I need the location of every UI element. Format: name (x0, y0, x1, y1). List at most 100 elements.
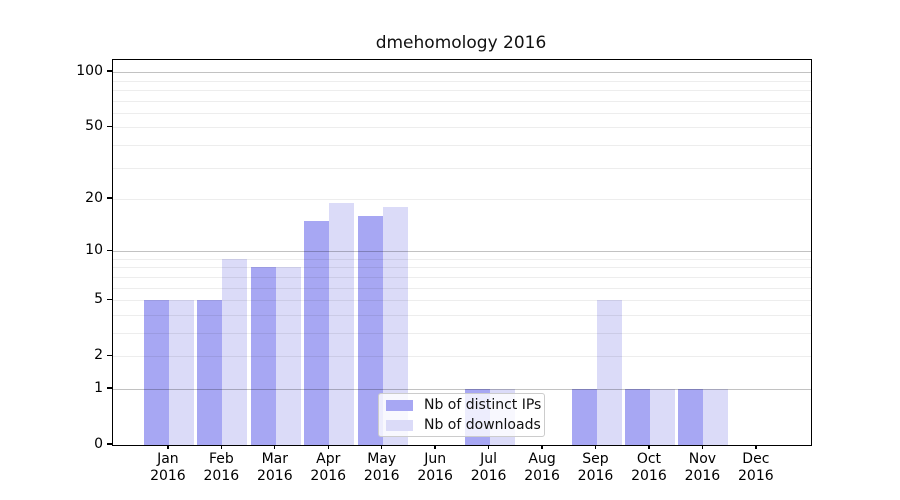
gridline-minor-40 (113, 144, 811, 146)
x-tick-year: 2016 (203, 468, 240, 484)
x-tick-mark-nov (701, 445, 704, 450)
x-tick-mark-jan (167, 445, 169, 450)
x-tick-mark-feb (220, 445, 223, 450)
x-tick-label-apr: Apr 2016 (296, 451, 360, 485)
x-tick-mark-may (381, 445, 383, 450)
bar-downloads-feb (222, 258, 248, 445)
gridline-minor-2 (113, 356, 811, 358)
x-tick-label-jul: Jul 2016 (457, 451, 521, 485)
x-tick-month: Oct (636, 451, 662, 467)
x-tick-label-oct: Oct 2016 (617, 451, 681, 485)
y-tick-mark-1 (107, 387, 112, 389)
gridline-minor-8 (113, 267, 811, 269)
x-tick-year: 2016 (150, 468, 186, 484)
bar-distinct-ips-mar (250, 267, 276, 445)
x-tick-month: Mar (261, 451, 288, 467)
gridline-major-1 (113, 388, 811, 390)
chart-title: dmehomology 2016 (375, 33, 547, 53)
legend-label: Nb of downloads (424, 417, 541, 433)
gridline-minor-60 (113, 112, 811, 114)
bar-distinct-ips-feb (197, 300, 223, 445)
x-tick-year: 2016 (310, 468, 347, 484)
x-tick-mark-oct (648, 445, 650, 450)
legend-entry-downloads: Nb of downloads (386, 417, 541, 433)
x-tick-mark-apr (327, 445, 329, 450)
x-tick-label-jan: Jan 2016 (136, 451, 200, 485)
y-tick-label-50: 50 (85, 118, 103, 135)
x-tick-label-aug: Aug 2016 (510, 451, 574, 485)
x-tick-year: 2016 (684, 468, 721, 484)
x-tick-year: 2016 (524, 468, 560, 484)
x-tick-month: Jan (157, 451, 179, 467)
x-tick-month: Jul (480, 451, 498, 467)
x-tick-mark-mar (274, 445, 276, 450)
bar-downloads-sep (596, 300, 622, 445)
x-tick-mark-aug (541, 445, 543, 450)
x-tick-label-sep: Sep 2016 (564, 451, 628, 485)
x-tick-month: Dec (742, 451, 770, 467)
y-tick-label-0: 0 (94, 436, 103, 452)
legend-label: Nb of distinct IPs (424, 397, 542, 413)
x-tick-label-mar: Mar 2016 (243, 451, 307, 485)
bar-distinct-ips-sep (571, 389, 597, 445)
x-tick-month: Nov (688, 451, 717, 467)
x-tick-label-may: May 2016 (350, 451, 414, 485)
x-tick-mark-jul (487, 445, 490, 450)
y-tick-mark-10 (107, 249, 112, 251)
y-tick-mark-20 (107, 197, 112, 199)
bar-downloads-jan (168, 300, 194, 445)
x-tick-month: May (367, 451, 397, 467)
bar-downloads-apr (329, 202, 355, 445)
x-tick-month: Apr (316, 451, 341, 467)
y-tick-mark-50 (107, 125, 112, 127)
bar-downloads-oct (649, 389, 675, 445)
x-tick-year: 2016 (417, 468, 453, 484)
x-tick-year: 2016 (577, 468, 614, 484)
x-tick-mark-dec (755, 445, 757, 450)
x-tick-month: Aug (528, 451, 556, 467)
plot-area (112, 59, 812, 446)
gridline-minor-5 (113, 300, 811, 302)
chart-legend: Nb of distinct IPs Nb of downloads (378, 393, 545, 437)
y-tick-mark-2 (107, 354, 112, 356)
x-tick-month: Jun (424, 451, 447, 467)
x-tick-month: Feb (208, 451, 234, 467)
x-tick-year: 2016 (738, 468, 774, 484)
gridline-minor-7 (113, 276, 811, 278)
bar-downloads-mar (275, 267, 301, 445)
legend-swatch-downloads (386, 419, 413, 431)
gridline-minor-3 (113, 332, 811, 334)
y-tick-label-5: 5 (94, 291, 103, 308)
legend-entry-distinct-ips: Nb of distinct IPs (386, 397, 541, 413)
y-tick-label-20: 20 (85, 190, 103, 206)
x-tick-year: 2016 (470, 468, 507, 484)
gridline-minor-30 (113, 167, 811, 169)
bar-distinct-ips-nov (678, 389, 704, 445)
bar-distinct-ips-jan (143, 300, 169, 445)
y-tick-mark-0 (107, 443, 112, 445)
gridline-minor-50 (113, 127, 811, 129)
x-tick-month: Sep (582, 451, 609, 467)
legend-swatch-distinct-ips (386, 399, 413, 411)
x-tick-mark-jun (434, 445, 436, 450)
y-tick-label-2: 2 (94, 347, 103, 364)
y-tick-label-1: 1 (94, 379, 103, 396)
gridline-minor-9 (113, 258, 811, 260)
bar-distinct-ips-oct (624, 389, 650, 445)
gridline-minor-6 (113, 287, 811, 289)
y-tick-mark-100 (107, 70, 112, 72)
gridline-minor-90 (113, 80, 811, 82)
x-tick-label-dec: Dec 2016 (724, 451, 788, 485)
x-tick-mark-sep (594, 445, 597, 450)
gridline-major-100 (113, 72, 811, 74)
x-tick-year: 2016 (631, 468, 667, 484)
gridline-minor-4 (113, 314, 811, 316)
y-tick-label-10: 10 (85, 242, 103, 259)
gridline-minor-20 (113, 199, 811, 200)
x-tick-label-feb: Feb 2016 (189, 451, 253, 485)
y-tick-mark-5 (107, 298, 112, 300)
x-tick-label-jun: Jun 2016 (403, 451, 467, 485)
gridline-minor-70 (113, 100, 811, 102)
x-tick-label-nov: Nov 2016 (670, 451, 734, 485)
